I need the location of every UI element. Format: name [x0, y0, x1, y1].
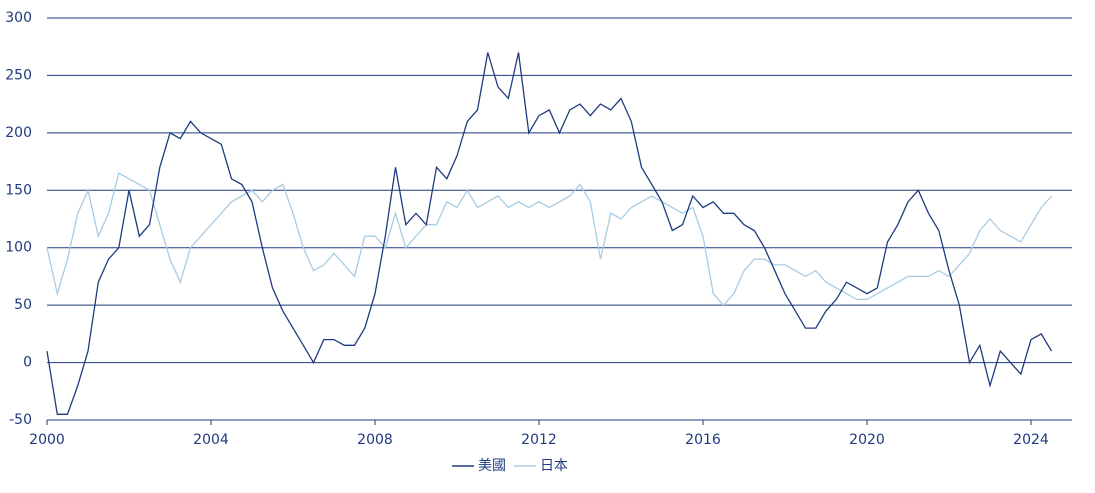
y-tick-label: 200 — [5, 125, 32, 141]
x-tick-label: 2008 — [357, 432, 393, 448]
series-line — [46, 172, 1052, 307]
x-tick-label: 2020 — [849, 432, 885, 448]
y-tick-label: 0 — [23, 355, 32, 371]
series-line — [46, 52, 1053, 415]
x-tick-label: 2000 — [29, 432, 65, 448]
y-tick-label: 300 — [5, 10, 32, 26]
y-tick-label: 250 — [5, 67, 32, 83]
y-tick-label: 100 — [5, 240, 32, 256]
legend-label: 日本 — [540, 458, 568, 474]
y-tick-label: -50 — [9, 412, 32, 428]
x-tick-label: 2004 — [193, 432, 229, 448]
y-tick-label: 50 — [14, 297, 32, 313]
x-tick-label: 2024 — [1013, 432, 1049, 448]
y-tick-label: 150 — [5, 182, 32, 198]
x-tick-label: 2016 — [685, 432, 721, 448]
legend-label: 美國 — [478, 458, 506, 474]
x-tick-label: 2012 — [521, 432, 557, 448]
